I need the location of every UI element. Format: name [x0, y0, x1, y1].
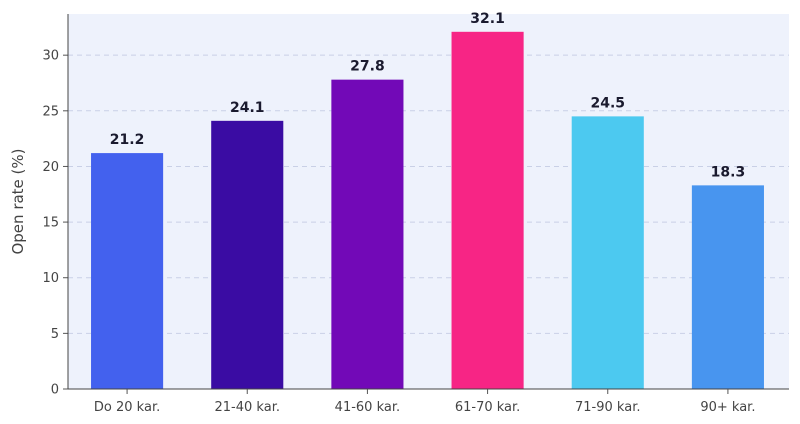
bar — [451, 31, 524, 390]
plot-area — [68, 14, 789, 389]
y-tick-label: 10 — [42, 271, 59, 286]
bar-value-label: 21.2 — [110, 132, 145, 148]
x-tick-label: 71-90 kar. — [575, 400, 640, 415]
bar-value-label: 24.5 — [590, 95, 625, 111]
value-labels: 21.2 24.1 27.8 32.1 24.5 18.3 — [110, 11, 745, 181]
bar — [571, 116, 644, 389]
x-tick-label: Do 20 kar. — [94, 400, 160, 415]
bar-value-label: 24.1 — [230, 100, 265, 116]
bar — [211, 120, 284, 390]
x-axis: Do 20 kar. 21-40 kar. 41-60 kar. 61-70 kar.… — [68, 388, 789, 415]
y-tick-label: 25 — [42, 104, 59, 119]
bar-value-label: 18.3 — [711, 164, 746, 180]
x-tick-label: 21-40 kar. — [215, 400, 280, 415]
y-tick-label: 0 — [51, 383, 59, 398]
y-axis-label: Open rate (%) — [9, 148, 27, 254]
bar — [331, 79, 404, 389]
bars — [91, 31, 764, 390]
bar — [91, 153, 164, 389]
x-tick-label: 61-70 kar. — [455, 400, 520, 415]
y-axis: 0 5 10 15 20 25 30 — [42, 14, 69, 398]
grid-lines — [68, 54, 789, 334]
x-tick-label: 90+ kar. — [700, 400, 755, 415]
y-tick-label: 15 — [42, 216, 59, 231]
bar-value-label: 27.8 — [350, 59, 385, 75]
y-tick-label: 5 — [51, 327, 59, 342]
bar-value-label: 32.1 — [470, 11, 505, 27]
x-tick-label: 41-60 kar. — [335, 400, 400, 415]
y-tick-label: 20 — [42, 160, 59, 175]
y-tick-label: 30 — [42, 49, 59, 64]
bar — [691, 185, 764, 389]
